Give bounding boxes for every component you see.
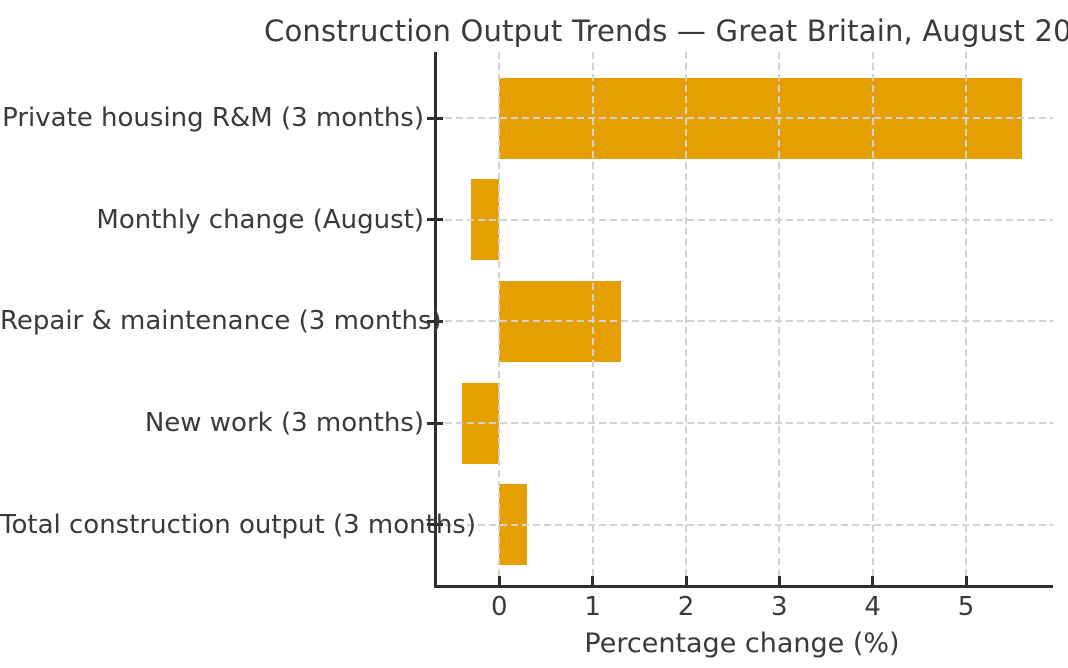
x-axis-label: Percentage change (%)	[584, 628, 900, 659]
y-tick-mark	[427, 116, 443, 120]
x-tick-mark	[497, 576, 501, 585]
y-tick-mark	[427, 319, 443, 323]
gridline-x	[871, 52, 874, 585]
x-tick-mark	[964, 576, 968, 585]
x-tick-mark	[777, 576, 781, 585]
y-category-label: Private housing R&M (3 months)	[2, 103, 424, 133]
chart-title: Construction Output Trends — Great Brita…	[264, 14, 1068, 48]
x-tick-label: 3	[771, 592, 788, 622]
y-category-label: Total construction output (3 months)	[0, 509, 476, 540]
gridline-y	[434, 117, 1053, 119]
x-tick-mark	[871, 576, 875, 585]
y-tick-mark	[427, 523, 443, 527]
gridline-y	[434, 523, 1053, 526]
x-tick-mark	[684, 576, 688, 585]
y-tick-mark	[427, 421, 443, 425]
gridline-y	[434, 218, 1053, 221]
gridline-x	[591, 52, 594, 585]
x-tick-label: 4	[864, 592, 881, 622]
x-tick-mark	[591, 576, 595, 585]
gridline-y	[434, 320, 1053, 323]
y-category-label: Monthly change (August)	[96, 204, 424, 235]
y-tick-mark	[427, 218, 443, 222]
gridline-x	[965, 52, 967, 585]
gridline-x	[778, 52, 781, 585]
x-tick-label: 2	[677, 592, 695, 622]
y-category-label: New work (3 months)	[144, 408, 424, 439]
y-category-label: Repair & maintenance (3 months)	[0, 306, 442, 337]
gridline-x	[685, 52, 687, 585]
x-tick-label: 1	[584, 592, 601, 622]
gridline-x	[498, 52, 501, 585]
gridline-y	[434, 422, 1053, 425]
x-tick-label: 0	[491, 592, 508, 622]
x-tick-label: 5	[957, 592, 975, 622]
x-axis-spine	[434, 585, 1053, 588]
